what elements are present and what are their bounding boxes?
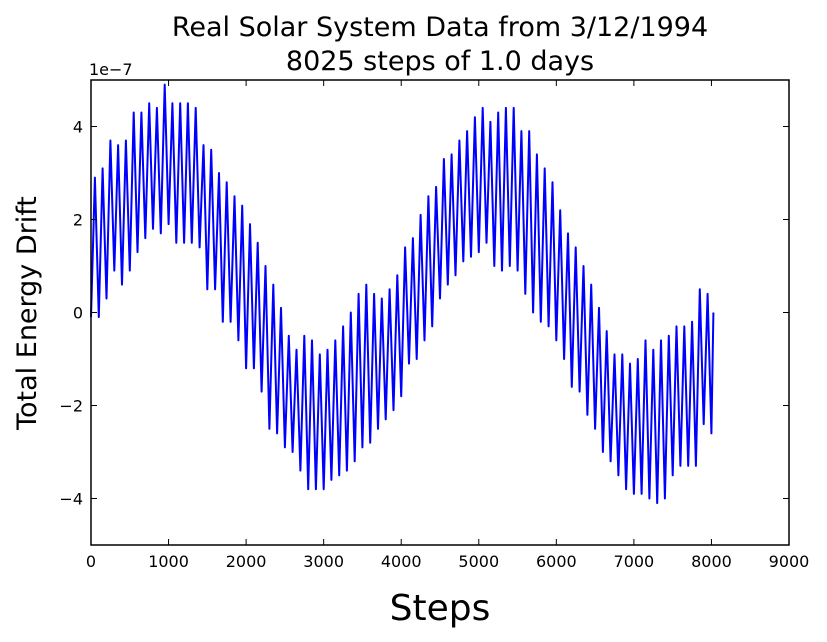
x-axis-label: Steps (390, 588, 491, 629)
plot-area: 0 1000 2000 3000 4000 5000 6000 7000 8000 9000 −4 −… (59, 79, 809, 571)
ticks-layer: 0 1000 2000 3000 4000 5000 6000 7000 8000 9000 −4 −… (59, 80, 809, 571)
x-tick-label: 0 (86, 552, 96, 571)
plot-frame (90, 79, 790, 546)
chart-title: Real Solar System Data from 3/12/1994 (172, 12, 708, 43)
x-tick-label: 1000 (148, 552, 189, 571)
series-layer (90, 83, 715, 505)
x-tick-label: 2000 (226, 552, 267, 571)
x-tick-label: 4000 (381, 552, 422, 571)
x-tick-label: 5000 (458, 552, 499, 571)
series-line (90, 83, 715, 505)
chart-subtitle: 8025 steps of 1.0 days (286, 46, 594, 77)
y-tick-label: −4 (59, 490, 83, 509)
y-tick-label: 2 (73, 211, 83, 230)
x-tick-label: 9000 (769, 552, 810, 571)
y-offset-label: 1e−7 (89, 60, 133, 79)
y-axis-label: Total Energy Drift (12, 196, 43, 431)
x-tick-label: 7000 (614, 552, 655, 571)
x-tick-label: 6000 (536, 552, 577, 571)
x-tick-label: 3000 (303, 552, 344, 571)
y-tick-label: −2 (59, 397, 83, 416)
y-tick-label: 4 (73, 118, 83, 137)
x-tick-label: 8000 (691, 552, 732, 571)
y-tick-label: 0 (73, 304, 83, 323)
